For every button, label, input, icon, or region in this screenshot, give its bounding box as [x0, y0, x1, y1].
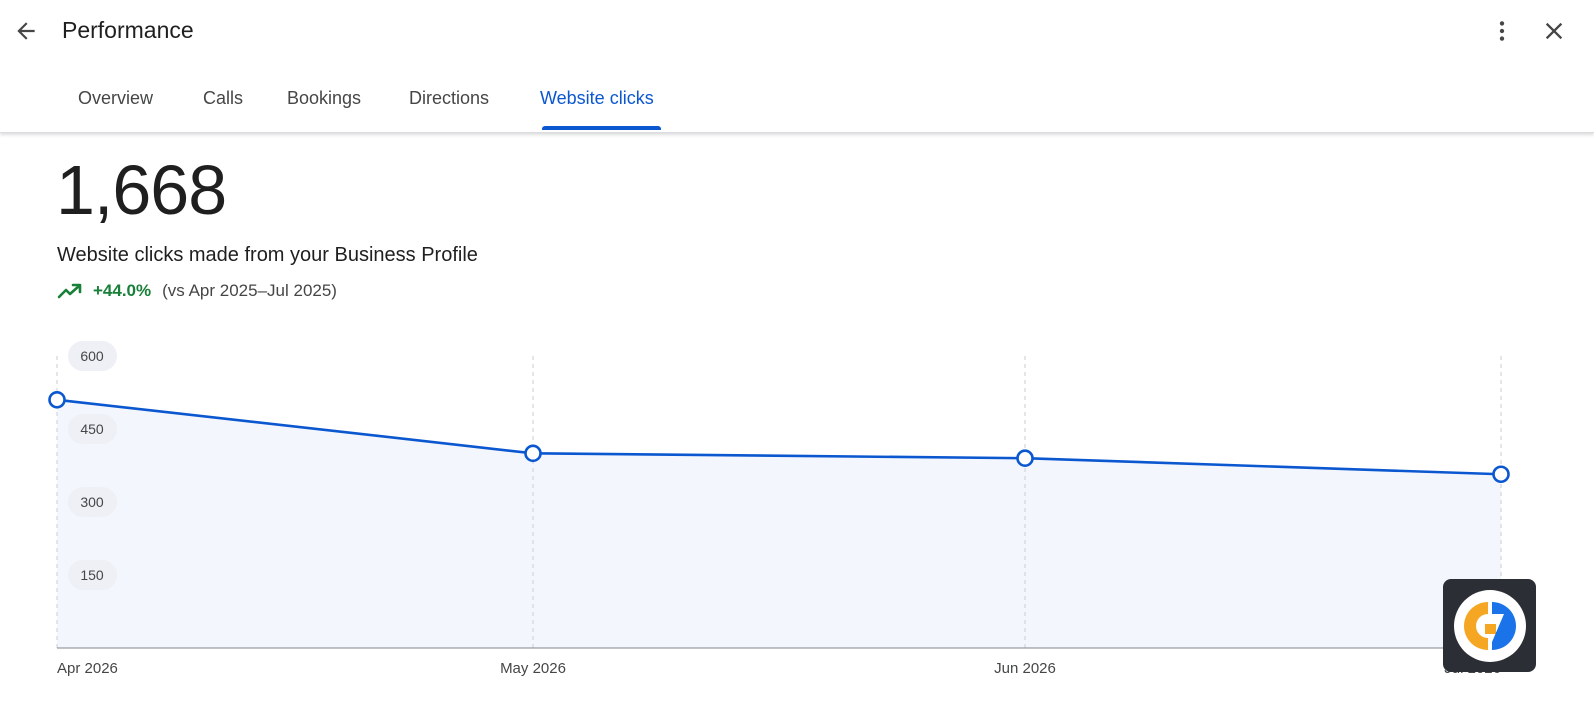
tab-website-clicks[interactable]: Website clicks: [540, 88, 654, 108]
active-tab-indicator: [542, 126, 661, 130]
tab-calls[interactable]: Calls: [203, 88, 244, 108]
arrow-back-icon: [17, 22, 35, 40]
close-icon: [1545, 22, 1563, 40]
x-tick-label: Jun 2026: [994, 660, 1056, 677]
y-tick-label: 450: [80, 421, 104, 437]
total-clicks-value: 1,668: [56, 151, 227, 229]
page-title: Performance: [62, 17, 194, 43]
x-tick-label: Apr 2026: [57, 660, 118, 677]
back-button[interactable]: [8, 13, 44, 49]
x-tick-label: May 2026: [500, 660, 566, 677]
comparison-period: (vs Apr 2025–Jul 2025): [162, 281, 337, 300]
y-tick: 300: [68, 487, 117, 517]
y-tick-label: 300: [80, 494, 104, 510]
more-options-button[interactable]: [1484, 13, 1520, 49]
gz-logo: [1443, 579, 1536, 672]
y-tick-label: 600: [80, 348, 104, 364]
y-tick: 600: [68, 341, 117, 371]
app-header: Performance Overview Calls Bookings Dire…: [0, 0, 1594, 133]
tab-directions[interactable]: Directions: [409, 88, 490, 108]
trend-row: +44.0% (vs Apr 2025–Jul 2025): [57, 280, 337, 302]
change-percentage: +44.0%: [93, 281, 152, 300]
series-line: [56, 398, 1502, 476]
y-tick-label: 150: [80, 567, 104, 583]
close-button[interactable]: [1536, 13, 1572, 49]
more-vert-icon: [1499, 21, 1505, 41]
data-point[interactable]: [48, 391, 66, 409]
y-tick: 150: [68, 560, 117, 590]
tab-bookings[interactable]: Bookings: [287, 88, 362, 108]
data-point[interactable]: [1492, 465, 1510, 484]
metric-description: Website clicks made from your Business P…: [57, 244, 478, 266]
tab-overview[interactable]: Overview: [78, 88, 154, 108]
y-tick: 450: [68, 414, 117, 444]
data-point[interactable]: [524, 444, 542, 463]
trending-up-icon: [57, 281, 83, 301]
area-fill: [57, 399, 1501, 648]
data-point[interactable]: [1016, 449, 1034, 467]
